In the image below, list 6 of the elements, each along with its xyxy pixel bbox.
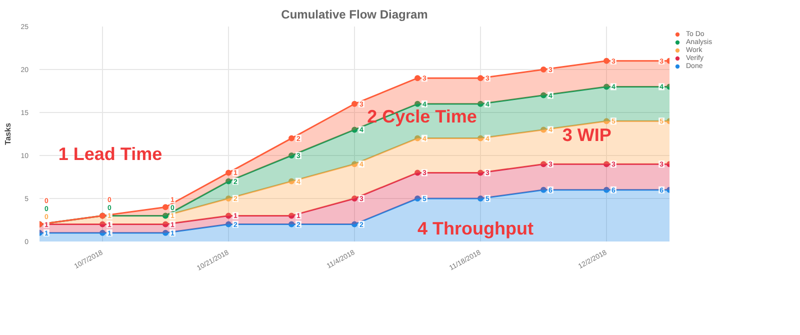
- annotation: 4 Throughput: [418, 218, 534, 238]
- annotation: 1 Lead Time: [58, 144, 162, 164]
- chart-title: Cumulative Flow Diagram: [281, 8, 428, 22]
- y-axis-title: Tasks: [4, 122, 13, 146]
- annotation: 3 WIP: [562, 124, 612, 145]
- annotation: 2 Cycle Time: [367, 106, 477, 126]
